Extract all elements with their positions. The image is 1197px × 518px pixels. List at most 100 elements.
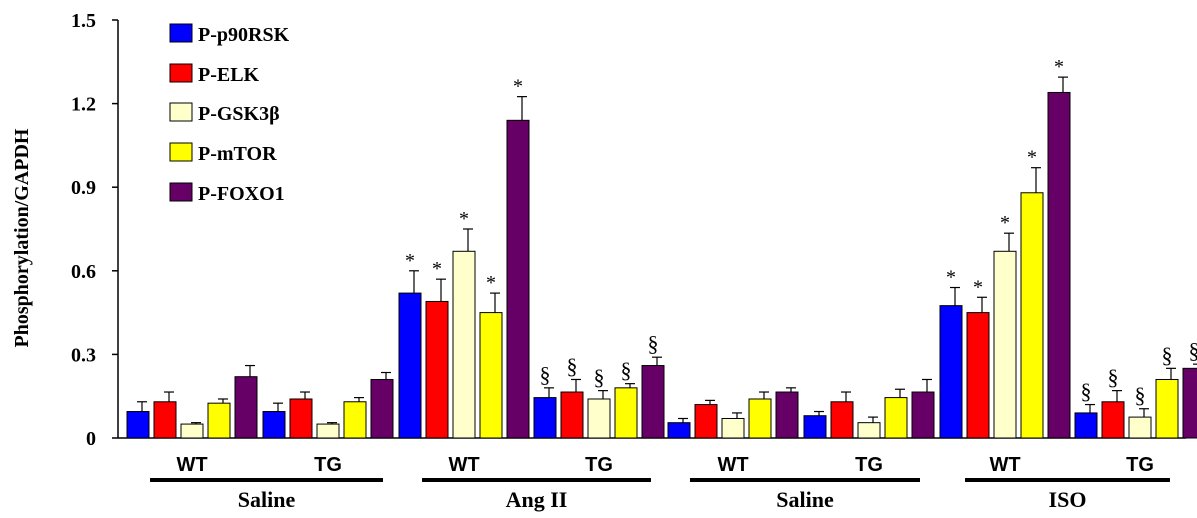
bar <box>207 402 231 439</box>
legend-item: P-GSK3β <box>169 102 280 125</box>
genotype-label: WT <box>989 454 1020 476</box>
y-tick-label: 0.6 <box>71 261 96 283</box>
legend-label: P-GSK3β <box>198 103 280 125</box>
significance-section-mark: § <box>540 362 551 387</box>
legend-swatch <box>169 23 193 43</box>
legend-item: P-ELK <box>169 63 260 86</box>
significance-section-mark: § <box>1162 342 1173 367</box>
bar <box>234 376 258 439</box>
bar <box>748 398 772 439</box>
y-tick-label: 0.9 <box>71 177 96 199</box>
genotype-label: TG <box>855 454 883 476</box>
significance-star: * <box>973 276 983 298</box>
treatment-label: Ang II <box>506 487 568 512</box>
significance-star: * <box>946 267 956 289</box>
bar <box>1020 192 1044 439</box>
legend: P-p90RSK P-ELK P-GSK3β P-mTOR P-FOXO1 <box>169 23 290 205</box>
bar <box>180 423 204 439</box>
bar <box>911 391 935 439</box>
bar <box>884 397 908 439</box>
bar <box>398 292 422 439</box>
bar <box>614 387 638 439</box>
bar <box>370 378 394 439</box>
legend-item: P-p90RSK <box>169 23 290 46</box>
bar-group: * * * * * <box>939 56 1071 439</box>
y-axis-label: Phosphorylation/GAPDH <box>11 128 33 347</box>
bar <box>966 312 990 439</box>
bar <box>262 411 286 439</box>
significance-section-mark: § <box>594 365 605 390</box>
bar <box>506 119 530 439</box>
bar <box>857 422 881 439</box>
genotype-label: WT <box>717 454 748 476</box>
legend-label: P-mTOR <box>198 143 277 165</box>
bar <box>289 398 313 439</box>
bar-group: * * * * * <box>398 76 530 439</box>
significance-star: * <box>1027 147 1037 169</box>
bar <box>721 417 745 439</box>
bar <box>153 401 177 439</box>
genotype-label: TG <box>1126 454 1154 476</box>
legend-item: P-mTOR <box>169 142 277 165</box>
significance-star: * <box>513 76 523 98</box>
bar <box>1155 378 1179 439</box>
bar-group <box>126 364 258 439</box>
bar <box>667 422 691 439</box>
genotype-label: WT <box>448 454 479 476</box>
treatment-label: Saline <box>776 487 834 512</box>
genotype-label: WT <box>176 454 207 476</box>
bar <box>587 398 611 439</box>
bar <box>126 411 150 439</box>
legend-swatch <box>169 63 193 83</box>
bar <box>830 401 854 439</box>
significance-section-mark: § <box>1081 379 1092 404</box>
bars: * * * * * § § § § § * * * * * § § § § § <box>126 56 1197 439</box>
bar <box>425 300 449 439</box>
significance-section-mark: § <box>648 331 659 356</box>
genotype-label: TG <box>314 454 342 476</box>
bar <box>316 423 340 439</box>
y-tick-label: 0.3 <box>71 344 96 366</box>
treatment-label: ISO <box>1049 487 1087 512</box>
legend-swatch <box>169 102 193 122</box>
bar <box>939 305 963 439</box>
bar-group <box>803 378 935 439</box>
legend-label: P-FOXO1 <box>198 183 285 205</box>
significance-section-mark: § <box>1135 383 1146 408</box>
y-tick-label: 0 <box>86 428 96 450</box>
bar <box>993 250 1017 439</box>
bar <box>803 415 827 439</box>
legend-item: P-FOXO1 <box>169 182 285 205</box>
legend-label: P-p90RSK <box>198 24 290 46</box>
bar-group: § § § § § <box>533 331 665 439</box>
bar <box>343 401 367 439</box>
significance-section-mark: § <box>567 353 578 378</box>
bar <box>1074 412 1098 439</box>
bar-group: § § § § § <box>1074 338 1197 439</box>
significance-section-mark: § <box>621 358 632 383</box>
bar <box>1182 367 1197 439</box>
bar-group <box>667 387 799 439</box>
bar <box>1101 401 1125 439</box>
significance-star: * <box>1000 212 1010 234</box>
y-tick-label: 1.2 <box>71 94 96 116</box>
bar-group <box>262 371 394 439</box>
legend-swatch <box>169 142 193 162</box>
bar <box>560 391 584 439</box>
significance-star: * <box>486 272 496 294</box>
significance-star: * <box>1054 56 1064 78</box>
bar <box>533 397 557 439</box>
genotype-label: TG <box>585 454 613 476</box>
significance-star: * <box>459 208 469 230</box>
legend-label: P-ELK <box>198 64 260 86</box>
bar <box>641 365 665 439</box>
bar <box>452 250 476 439</box>
bar <box>1047 91 1071 439</box>
bar <box>694 404 718 439</box>
significance-section-mark: § <box>1108 365 1119 390</box>
bar <box>775 391 799 439</box>
x-axis-labels: WT TG WT TG WT TG WT TG Saline Ang II Saline ISO <box>150 454 1170 512</box>
bar <box>479 312 503 439</box>
legend-swatch <box>169 182 193 202</box>
